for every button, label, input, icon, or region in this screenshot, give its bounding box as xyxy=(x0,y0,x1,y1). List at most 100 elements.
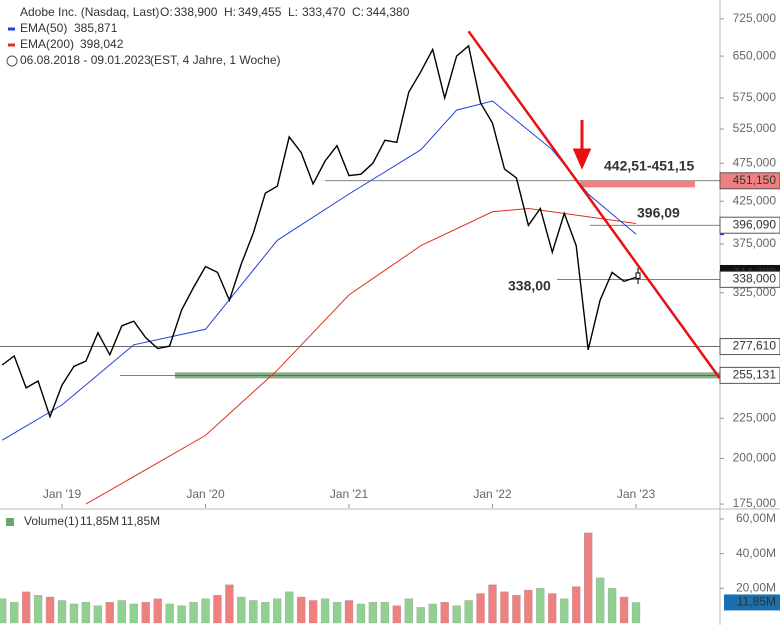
y-tick-label: 475,000 xyxy=(733,155,777,169)
volume-tick-label: 20,00M xyxy=(736,580,776,594)
level-label: 396,090 xyxy=(733,217,777,231)
candle-body xyxy=(635,272,641,279)
ohlc-value: 344,380 xyxy=(366,5,410,19)
band-label: 442,51-451,15 xyxy=(604,158,695,174)
volume-bar xyxy=(81,602,91,624)
level-box xyxy=(719,216,780,234)
volume-bar xyxy=(129,603,138,624)
volume-bar xyxy=(308,600,318,624)
x-tick-label: Jan '23 xyxy=(617,487,656,501)
volume-bar xyxy=(69,603,79,624)
volume-tick-label: 60,00M xyxy=(736,511,776,525)
volume-bar xyxy=(332,602,342,624)
y-tick-label: 175,000 xyxy=(733,496,777,510)
volume-bar xyxy=(117,600,126,624)
volume-bar xyxy=(33,595,43,624)
volume-bar xyxy=(177,605,186,624)
volume-bar xyxy=(476,593,485,624)
ema-line xyxy=(1,100,637,441)
volume-bar xyxy=(488,584,497,624)
volume-bar xyxy=(45,596,55,624)
volume-bar xyxy=(404,598,413,624)
volume-box xyxy=(724,594,780,611)
x-tick-label: Jan '19 xyxy=(43,487,82,501)
volume-bar xyxy=(536,588,545,624)
y-tick-label: 375,000 xyxy=(733,236,777,250)
volume-bar xyxy=(584,532,593,624)
volume-bar xyxy=(141,602,150,624)
resistance-band xyxy=(580,180,695,188)
legend-label: EMA(50) xyxy=(20,21,67,35)
x-tick-label: Jan '21 xyxy=(330,487,369,501)
y-tick-label: 325,000 xyxy=(733,285,777,299)
level-box xyxy=(719,270,780,288)
volume-bar xyxy=(57,600,67,624)
volume-bar xyxy=(237,596,246,624)
volume-bar xyxy=(93,605,103,624)
y-tick-label: 575,000 xyxy=(733,90,777,104)
y-tick-label: 525,000 xyxy=(733,121,777,135)
clock-icon xyxy=(6,55,18,67)
volume-bar xyxy=(153,598,162,624)
volume-bar xyxy=(631,602,641,624)
level-label: 338,000 xyxy=(733,272,777,286)
ohlc-name: O: xyxy=(160,5,173,19)
volume-bar xyxy=(595,577,605,624)
symbol: Adobe Inc. (Nasdaq, Last) xyxy=(20,5,159,19)
volume-bar xyxy=(0,598,7,624)
volume-bar xyxy=(356,603,366,624)
volume-bar xyxy=(261,602,270,624)
volume-bar xyxy=(249,600,258,624)
volume-bar xyxy=(416,607,425,624)
volume-icon xyxy=(6,518,14,526)
volume-bar xyxy=(440,602,449,624)
volume-bar xyxy=(344,600,354,624)
volume-bar xyxy=(428,603,437,624)
ohlc-name: L: xyxy=(288,5,298,19)
ema-line xyxy=(85,207,637,505)
volume-bar xyxy=(572,586,581,624)
volume-bar xyxy=(225,584,234,624)
volume-tick-label: 40,00M xyxy=(736,546,776,560)
legend-label: EMA(200) xyxy=(20,37,74,51)
volume-bar xyxy=(368,602,378,624)
y-tick-label: 425,000 xyxy=(733,193,777,207)
volume-bar xyxy=(512,595,521,624)
level-label: 277,610 xyxy=(733,339,777,353)
volume-bar xyxy=(273,598,282,624)
volume-bar xyxy=(548,593,557,624)
y-tick-label: 650,000 xyxy=(733,48,777,62)
volume-bar xyxy=(560,598,569,624)
level-box xyxy=(719,172,780,190)
date-range: 06.08.2018 - 09.01.2023 xyxy=(20,53,151,67)
ohlc-name: C: xyxy=(352,5,364,19)
legend-value: 385,871 xyxy=(74,21,118,35)
volume-last: 11,85M xyxy=(80,514,119,528)
legend-value: 398,042 xyxy=(80,37,124,51)
level-label: 255,131 xyxy=(733,368,777,382)
volume-bar xyxy=(320,598,330,624)
trendline xyxy=(467,30,721,379)
volume-last: 11,85M xyxy=(121,514,160,528)
volume-bar xyxy=(380,602,390,624)
level-note: 396,09 xyxy=(637,205,680,221)
volume-bar xyxy=(21,591,31,624)
y-tick-label: 200,000 xyxy=(733,451,777,465)
ohlc-name: H: xyxy=(224,5,236,19)
volume-bar xyxy=(213,595,222,624)
volume-bar xyxy=(500,591,509,624)
ohlc-value: 333,470 xyxy=(302,5,346,19)
volume-name: Volume(1) xyxy=(24,514,79,528)
volume-bar xyxy=(105,602,114,624)
volume-bar xyxy=(189,602,198,624)
volume-bar xyxy=(297,596,306,624)
volume-bar xyxy=(201,598,210,624)
arrow xyxy=(572,120,592,170)
ohlc-value: 338,900 xyxy=(174,5,218,19)
range-info: (EST, 4 Jahre, 1 Woche) xyxy=(150,53,281,67)
y-tick-label: 725,000 xyxy=(733,11,777,25)
x-tick-label: Jan '20 xyxy=(186,487,225,501)
ohlc-value: 349,455 xyxy=(238,5,282,19)
x-tick-label: Jan '22 xyxy=(473,487,512,501)
